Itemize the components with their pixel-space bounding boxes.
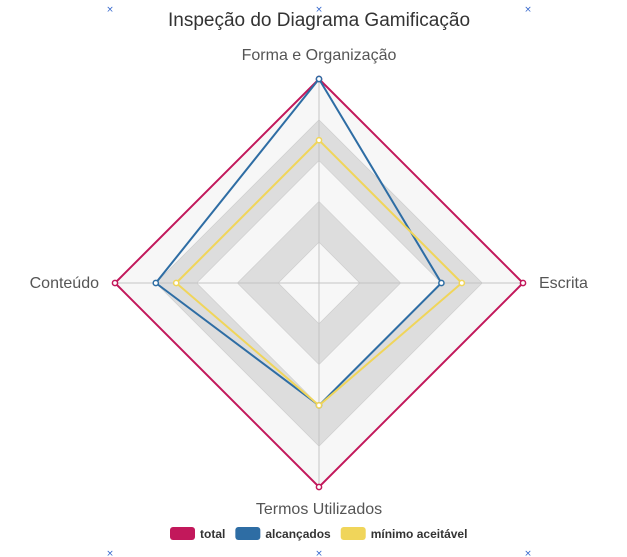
corner-mark: × [106,549,114,557]
legend-label: alcançados [265,527,331,541]
series-mínimo-aceitável [172,136,466,409]
legend-item: total [170,527,225,541]
axis-labels: Forma e Organização Escrita Termos Utiliza… [30,47,588,518]
series-point [111,279,119,287]
series-point [315,483,323,491]
corner-mark: × [106,5,114,15]
axis-label: Escrita [539,275,588,292]
series-point [315,402,323,409]
legend-swatch [235,527,261,540]
radar-spokes [115,79,523,487]
legend: total alcançados mínimo aceitável [170,527,467,541]
series-point [172,279,180,287]
legend-label: mínimo aceitável [371,527,468,541]
series-point [315,136,323,144]
corner-mark: × [315,549,323,557]
legend-swatch [340,527,366,540]
radar-series [111,75,527,491]
legend-item: mínimo aceitável [340,527,468,541]
axis-label: Forma e Organização [242,47,397,64]
corner-mark: × [315,5,323,15]
corner-mark: × [524,549,532,557]
series-point [519,279,527,287]
corner-mark: × [524,5,532,15]
legend-swatch [170,527,195,540]
chart-title: Inspeção do Diagrama Gamificação [168,10,470,31]
axis-label: Conteúdo [30,275,99,292]
series-point [152,279,160,287]
legend-label: total [200,527,225,541]
axis-label: Termos Utilizados [256,501,382,518]
legend-item: alcançados [235,527,331,541]
series-point [438,279,445,287]
corner-marks: × × × × × × [106,5,532,557]
series-point [458,279,466,287]
series-point [315,75,323,83]
